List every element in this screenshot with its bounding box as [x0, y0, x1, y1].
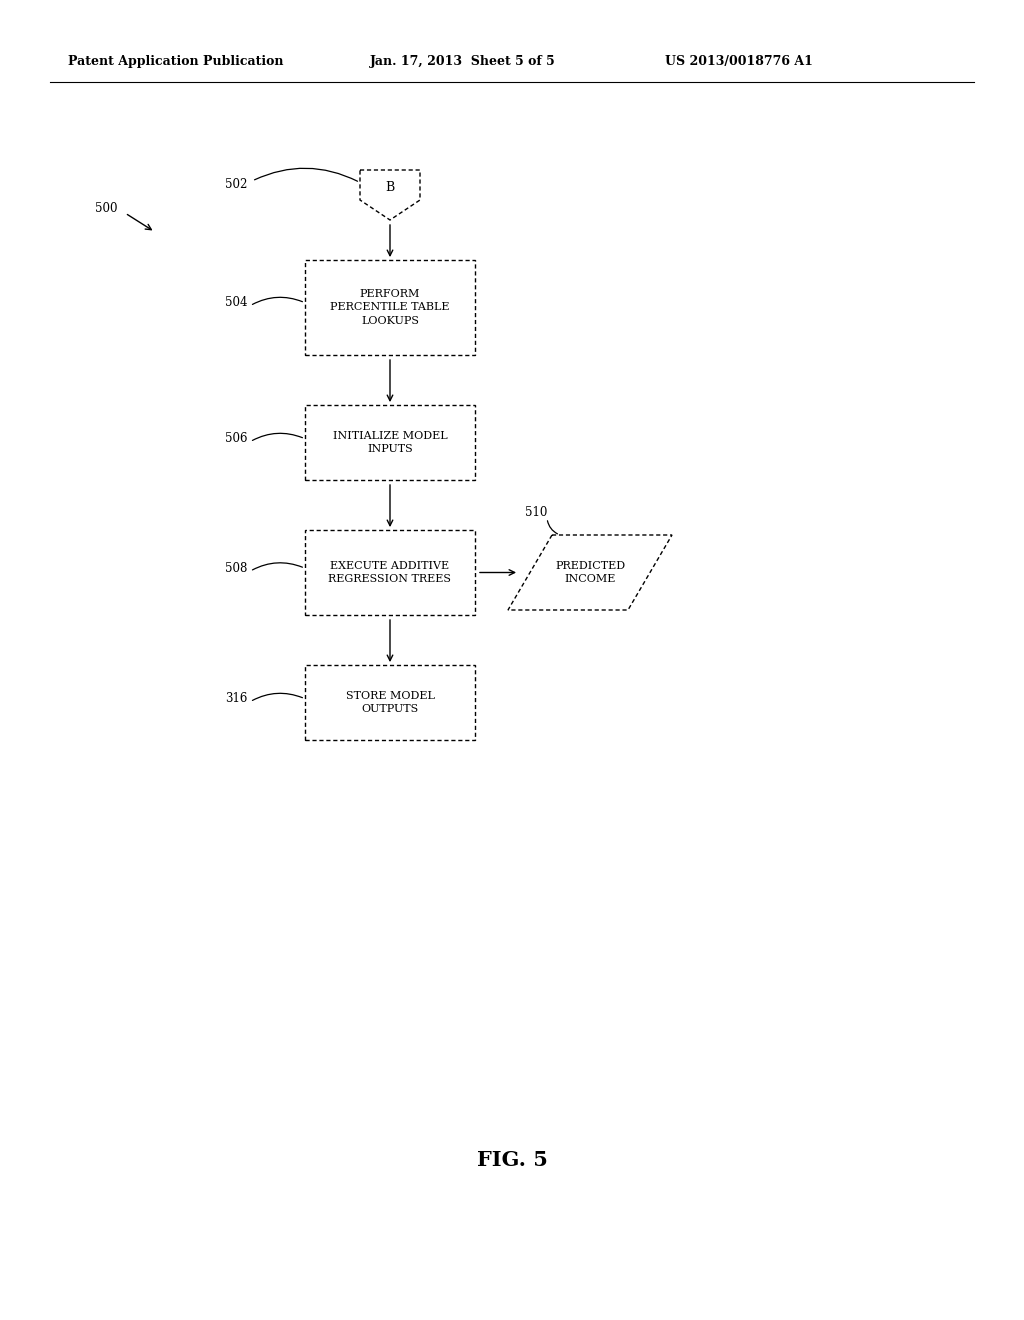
Text: 502: 502 — [225, 178, 248, 191]
Polygon shape — [508, 535, 672, 610]
Text: INITIALIZE MODEL
INPUTS: INITIALIZE MODEL INPUTS — [333, 430, 447, 454]
FancyBboxPatch shape — [305, 260, 475, 355]
Text: FIG. 5: FIG. 5 — [476, 1150, 548, 1170]
Text: 316: 316 — [225, 692, 248, 705]
Text: PREDICTED
INCOME: PREDICTED INCOME — [555, 561, 625, 583]
Text: STORE MODEL
OUTPUTS: STORE MODEL OUTPUTS — [345, 690, 434, 714]
Text: EXECUTE ADDITIVE
REGRESSION TREES: EXECUTE ADDITIVE REGRESSION TREES — [329, 561, 452, 583]
Text: Patent Application Publication: Patent Application Publication — [68, 55, 284, 69]
FancyBboxPatch shape — [305, 405, 475, 480]
Text: US 2013/0018776 A1: US 2013/0018776 A1 — [665, 55, 813, 69]
Polygon shape — [360, 170, 420, 220]
FancyBboxPatch shape — [305, 665, 475, 741]
Text: 506: 506 — [225, 432, 248, 445]
Text: 504: 504 — [225, 296, 248, 309]
Text: 510: 510 — [525, 507, 548, 520]
FancyBboxPatch shape — [305, 531, 475, 615]
Text: 508: 508 — [225, 562, 248, 574]
Text: Jan. 17, 2013  Sheet 5 of 5: Jan. 17, 2013 Sheet 5 of 5 — [370, 55, 556, 69]
Text: B: B — [385, 181, 394, 194]
Text: 500: 500 — [95, 202, 118, 214]
Text: PERFORM
PERCENTILE TABLE
LOOKUPS: PERFORM PERCENTILE TABLE LOOKUPS — [331, 289, 450, 326]
